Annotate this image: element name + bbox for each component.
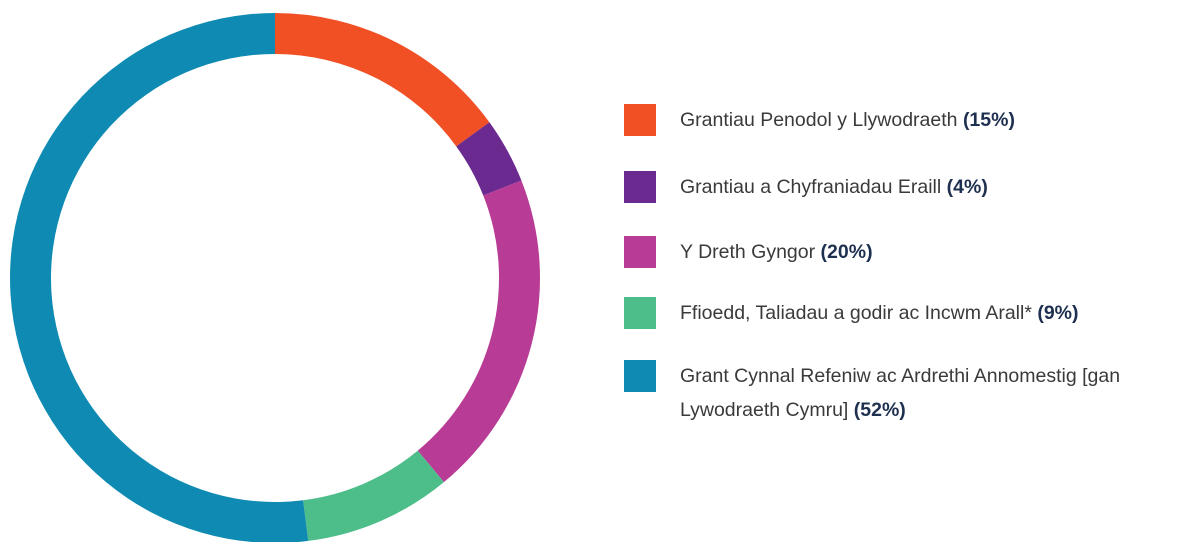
- value-label: (4%): [946, 176, 988, 198]
- legend-text: Grantiau a Chyfraniadau Eraill (4%): [680, 170, 1195, 204]
- legend-swatch: [624, 171, 656, 203]
- donut-segment: [10, 13, 309, 542]
- legend-label: Y Dreth Gyngor: [680, 241, 816, 263]
- donut-segment: [303, 450, 444, 541]
- legend-label: Ffioedd, Taliadau a godir ac Incwm Arall…: [680, 302, 1032, 324]
- donut-segment: [275, 13, 490, 147]
- legend-swatch: [624, 297, 656, 329]
- legend-text: Ffioedd, Taliadau a godir ac Incwm Arall…: [680, 296, 1195, 330]
- legend-item: Grant Cynnal Refeniw ac Ardrethi Annomes…: [624, 360, 1195, 427]
- legend-item: Grantiau Penodol y Llywodraeth (15%): [624, 104, 1195, 137]
- legend-item: Y Dreth Gyngor (20%): [624, 236, 1195, 269]
- value-label: (15%): [962, 109, 1015, 131]
- legend-label: Grantiau Penodol y Llywodraeth: [680, 109, 958, 131]
- value-label: (20%): [820, 241, 873, 263]
- legend-text: Grantiau Penodol y Llywodraeth (15%): [680, 103, 1195, 137]
- legend-label: Grantiau a Chyfraniadau Eraill: [680, 176, 942, 198]
- legend-swatch: [624, 360, 656, 392]
- value-label: (52%): [853, 399, 906, 421]
- value-label: (9%): [1037, 302, 1079, 324]
- legend-label: Grant Cynnal Refeniw ac Ardrethi Annomes…: [680, 365, 1121, 421]
- legend-item: Ffioedd, Taliadau a godir ac Incwm Arall…: [624, 297, 1195, 330]
- legend-swatch: [624, 104, 656, 136]
- legend-text: Y Dreth Gyngor (20%): [680, 235, 1195, 269]
- legend-item: Grantiau a Chyfraniadau Eraill (4%): [624, 171, 1195, 204]
- donut-segment: [456, 122, 522, 196]
- chart: [10, 13, 540, 542]
- legend-swatch: [624, 236, 656, 268]
- legend-text: Grant Cynnal Refeniw ac Ardrethi Annomes…: [680, 359, 1195, 427]
- donut-segment: [417, 180, 540, 483]
